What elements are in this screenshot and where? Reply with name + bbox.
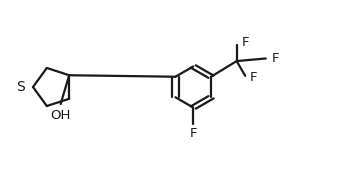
Text: F: F [189, 127, 197, 140]
Text: F: F [272, 52, 280, 65]
Text: F: F [250, 71, 258, 84]
Text: F: F [241, 36, 249, 49]
Text: S: S [16, 80, 24, 94]
Text: OH: OH [51, 109, 71, 122]
